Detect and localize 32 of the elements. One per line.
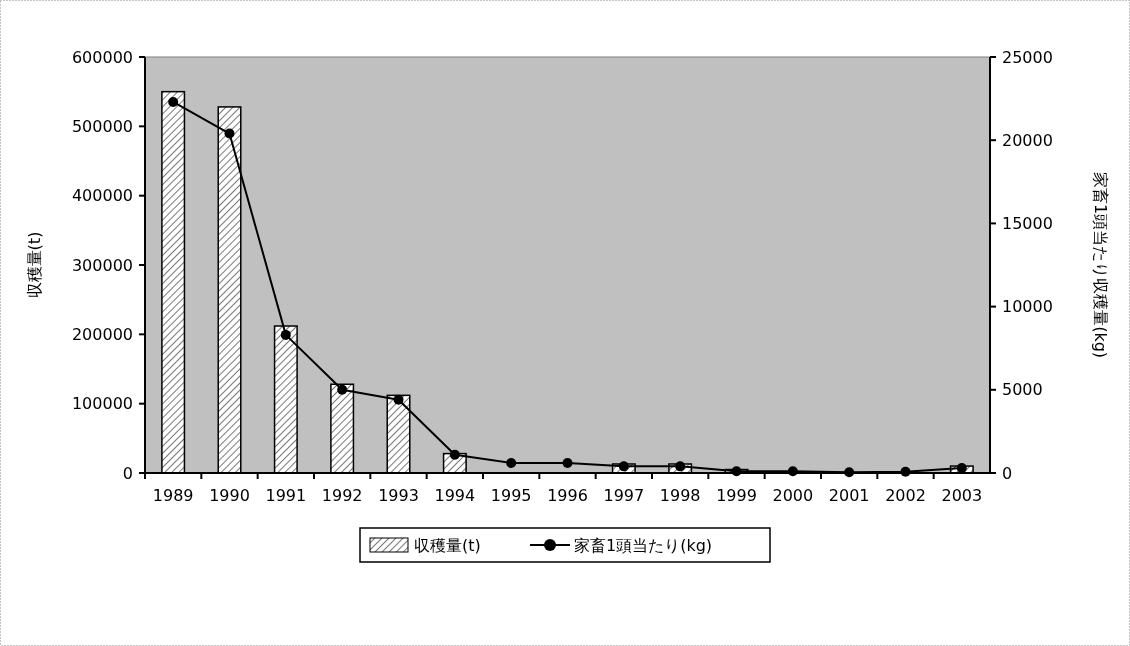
x-tick-label: 2000 — [772, 486, 814, 505]
y-tick-label: 600000 — [71, 47, 133, 67]
text: 収穫量(t) — [414, 535, 481, 555]
x-tick-label: 1989 — [152, 486, 194, 505]
x-tick-label: 1993 — [378, 486, 419, 505]
legend-label: 家畜1頭当たり(kg) — [574, 535, 713, 555]
y2-tick-label: 15000 — [1002, 214, 1053, 233]
x-tick-label: 2003 — [941, 486, 983, 505]
y-tick-label: 0 — [122, 463, 133, 483]
x-tick-label: 1994 — [434, 486, 476, 505]
x-tick-label: 1998 — [659, 486, 701, 505]
y-tick-label: 200000 — [71, 324, 133, 344]
y-axis-title: 収穫量(t) — [25, 231, 44, 299]
y2-tick-label: 0 — [1002, 463, 1013, 483]
x-tick-label: 1997 — [603, 486, 645, 505]
y2-axis-title: 家畜1頭当たり収穫量(kg) — [1091, 171, 1110, 359]
x-tick-label: 2002 — [885, 486, 926, 505]
x-tick-label: 1992 — [321, 486, 363, 505]
y2-tick-label: 5000 — [1002, 380, 1043, 400]
y-tick-label: 100000 — [71, 394, 133, 414]
x-tick-label: 1995 — [490, 486, 532, 505]
x-tick-label: 1991 — [265, 486, 307, 505]
y2-tick-label: 10000 — [1002, 297, 1053, 317]
y2-tick-label: 25000 — [1002, 47, 1053, 67]
y-tick-label: 500000 — [71, 116, 133, 136]
x-tick-label: 1990 — [209, 486, 250, 505]
x-tick-label: 2001 — [828, 486, 870, 505]
y2-tick-label: 20000 — [1002, 130, 1053, 150]
x-tick-label: 1996 — [547, 486, 588, 505]
y-tick-label: 300000 — [71, 255, 133, 275]
y-tick-label: 400000 — [71, 186, 133, 206]
x-tick-label: 1999 — [716, 486, 757, 505]
